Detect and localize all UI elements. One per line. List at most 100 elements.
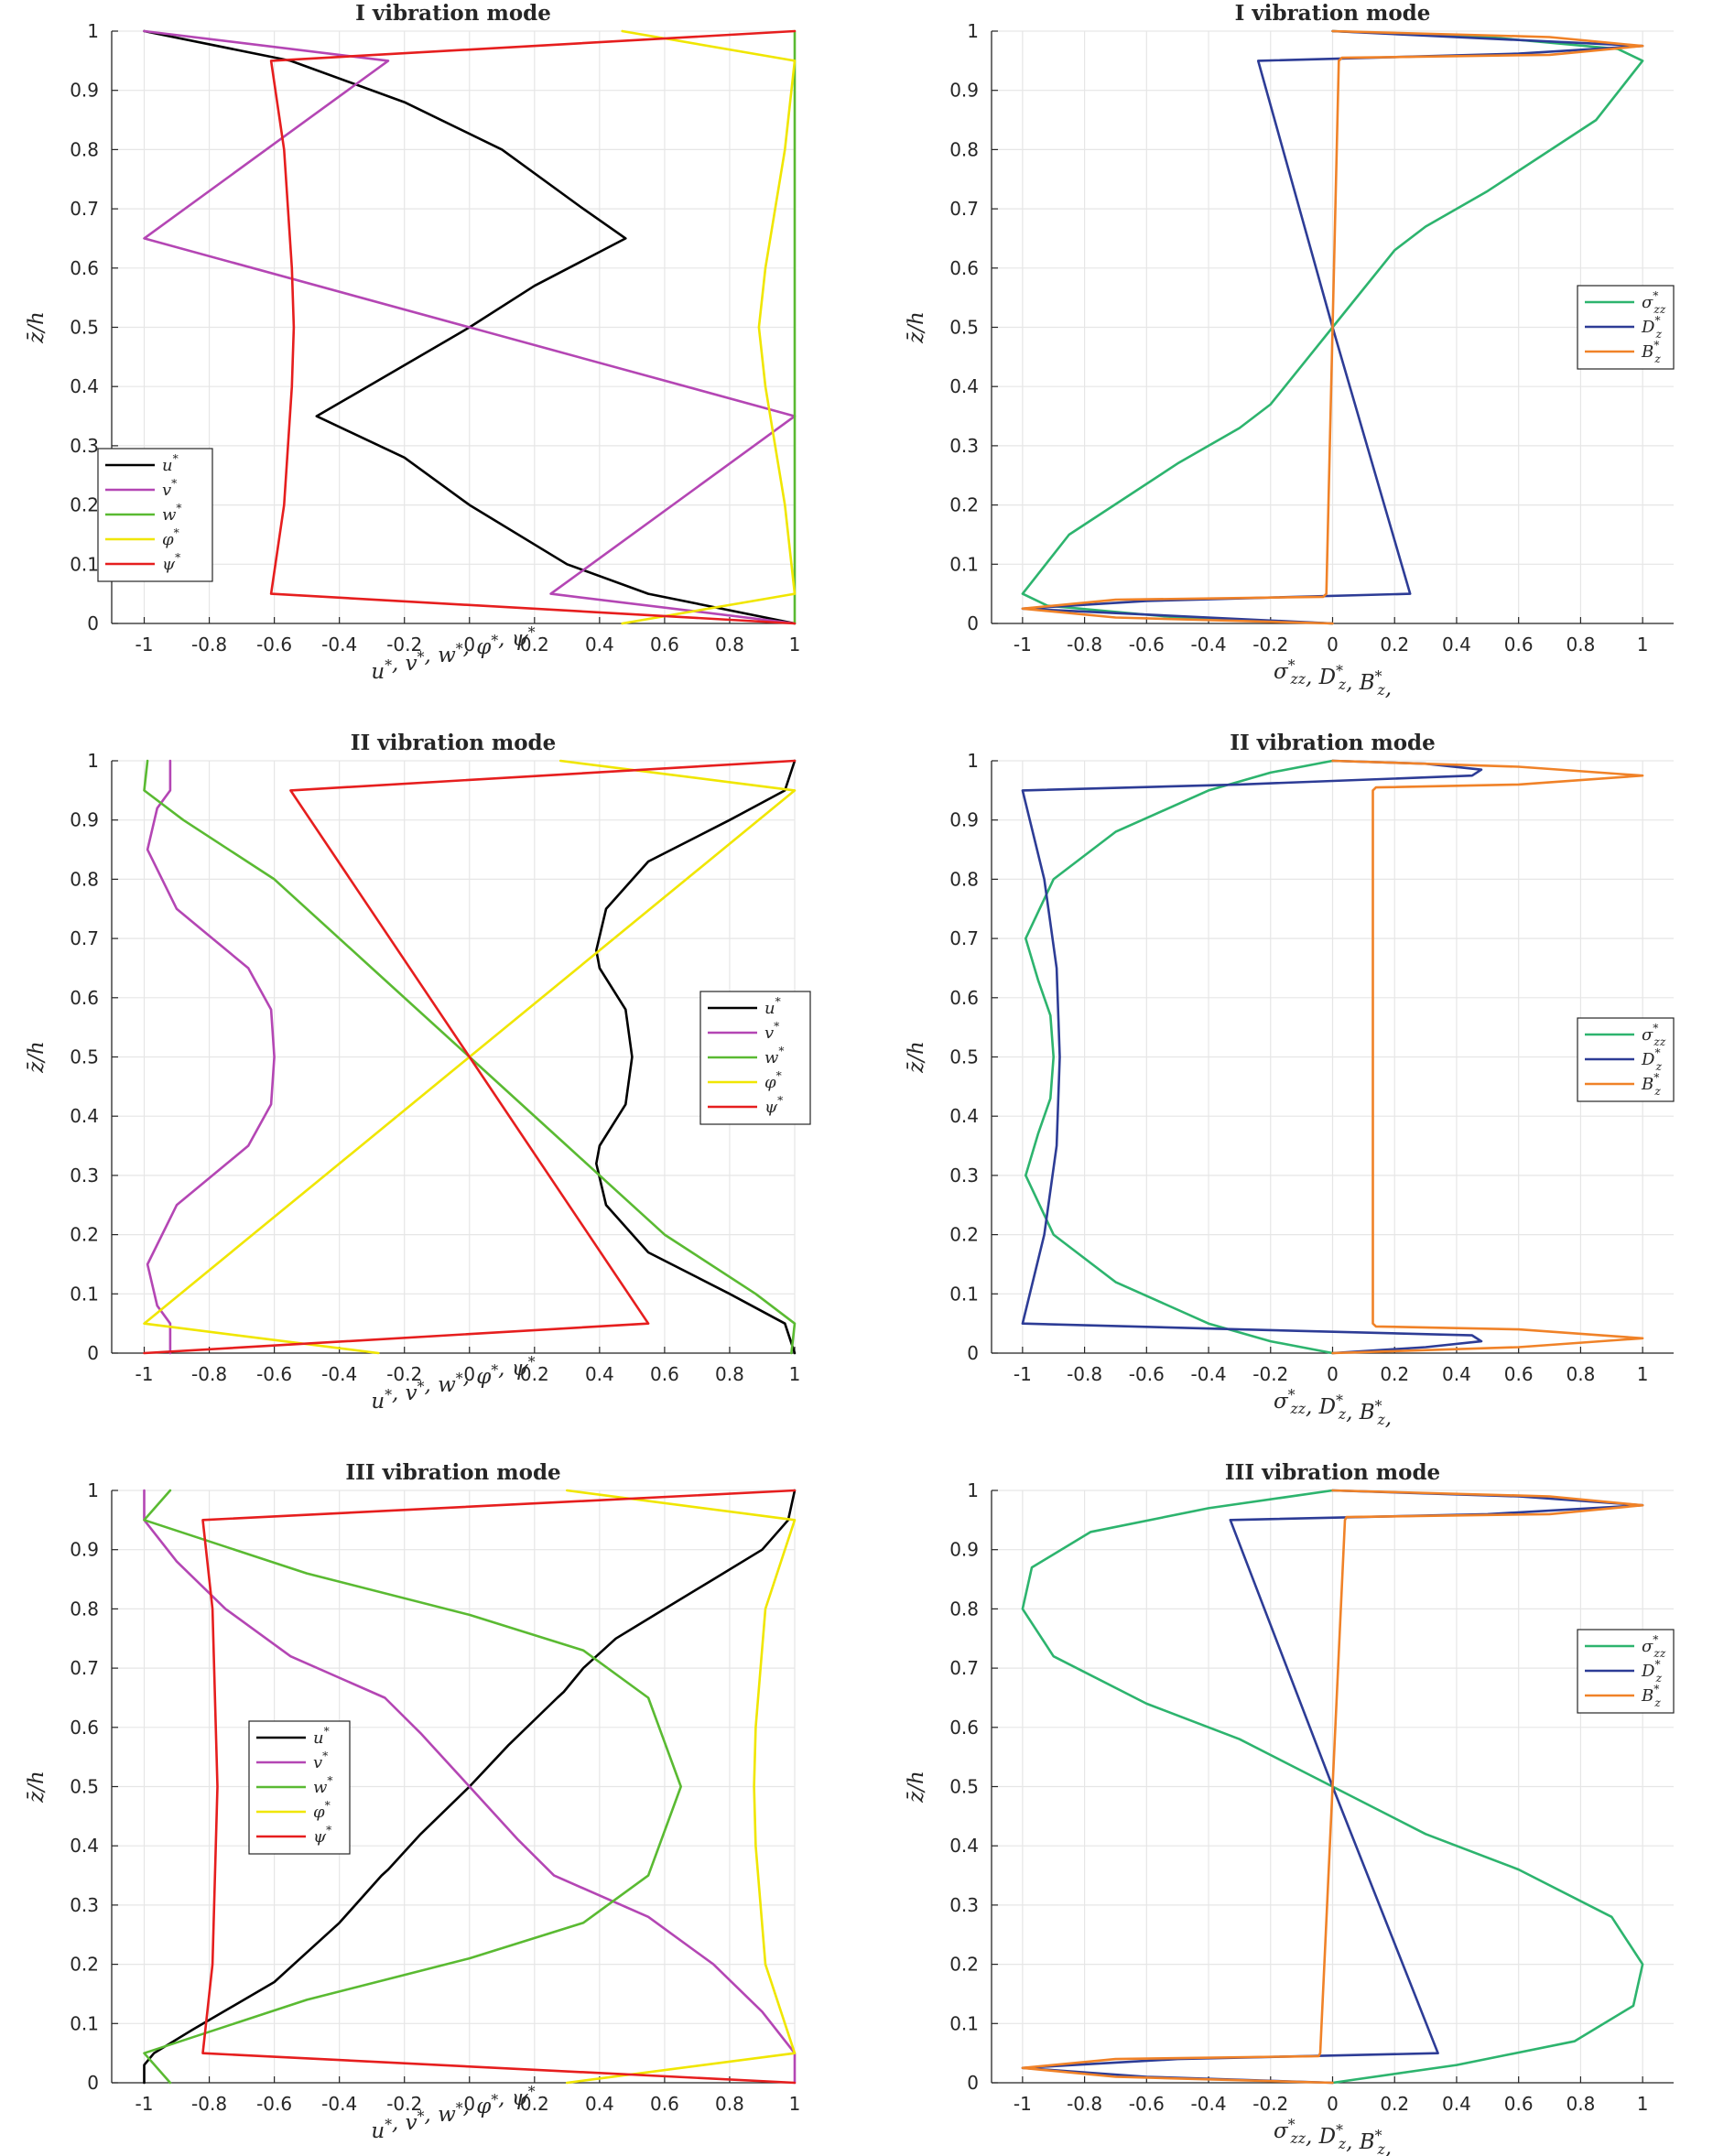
chart-title: III vibration mode (345, 1460, 560, 1485)
series-line-w-star (143, 1489, 683, 2085)
y-axis-label: z̄/h (905, 311, 928, 344)
x-axis-label: σ* zz, D* z, B* z, (1274, 656, 1392, 700)
x-axis-label: σ* zz, D* z, B* z, (1274, 2116, 1392, 2156)
legend-label: w* (313, 1774, 333, 1797)
y-tick-label: 0.2 (70, 494, 99, 516)
y-tick-label: 0.5 (949, 317, 979, 339)
x-tick-label: 0.6 (1504, 1363, 1534, 1385)
chart-panel-4: -1 -0.8 -0.6 -0.4 -0.2 0 0.2 0.4 0.6 0.8 1 0 0.1 0.2 0… (905, 731, 1675, 1430)
y-tick-label: 0 (87, 612, 99, 634)
x-axis-label: u*, v*, w*, φ*, ψ* (371, 1353, 535, 1414)
x-tick-label: -0.8 (1067, 2093, 1102, 2115)
x-tick-label: -0.4 (1191, 634, 1227, 655)
y-tick-label: 0.7 (949, 1657, 979, 1679)
x-tick-label: -0.8 (191, 1363, 227, 1385)
series-line-B-starz (1331, 759, 1644, 1355)
x-tick-label: 0.8 (715, 1363, 744, 1385)
x-tick-label: -0.6 (1129, 2093, 1165, 2115)
series-line-B-starz (1021, 1489, 1644, 2085)
series-line-sigma-starzz (1025, 759, 1334, 1355)
x-tick-label: 0 (463, 2093, 475, 2115)
legend-label: φ* (764, 1069, 782, 1092)
x-tick-label: -0.2 (1252, 634, 1288, 655)
x-tick-label: 0.8 (715, 634, 744, 655)
x-tick-label: -1 (1014, 2093, 1032, 2115)
series-line-v-star (146, 759, 276, 1355)
series-line-phi-star (621, 29, 797, 625)
legend-label: ψ* (162, 551, 180, 574)
legend-label: w* (162, 502, 182, 525)
x-tick-label: 0.6 (650, 1363, 679, 1385)
y-tick-label: 0.2 (949, 1954, 979, 1976)
x-tick-label: -0.2 (386, 2093, 422, 2115)
y-tick-label: 1 (967, 20, 979, 42)
y-tick-label: 0.6 (949, 987, 979, 1009)
y-tick-label: 1 (87, 1479, 99, 1501)
x-tick-label: 0 (463, 634, 475, 655)
y-tick-label: 0.7 (70, 1657, 99, 1679)
y-tick-label: 1 (967, 1479, 979, 1501)
series-group (1021, 1489, 1644, 2085)
x-tick-label: 0 (1327, 634, 1339, 655)
x-tick-label: 1 (789, 634, 801, 655)
x-tick-label: 0.6 (1504, 634, 1534, 655)
y-tick-label: 0.4 (70, 1105, 99, 1127)
x-tick-label: 0.8 (1567, 2093, 1596, 2115)
x-tick-label: -1 (136, 634, 154, 655)
series-group (143, 1489, 797, 2085)
x-tick-label: -0.2 (1252, 2093, 1288, 2115)
legend-label: v* (764, 1020, 779, 1043)
y-tick-label: 0.3 (949, 1165, 979, 1186)
legend-label: D* z (1641, 314, 1663, 341)
y-tick-label: 0.3 (949, 1894, 979, 1916)
legend-label: u* (313, 1725, 330, 1748)
x-tick-label: 0.4 (585, 2093, 614, 2115)
y-tick-label: 0.6 (70, 987, 99, 1009)
y-tick-label: 0.4 (70, 375, 99, 397)
x-tick-label: -0.2 (386, 634, 422, 655)
y-tick-label: 0 (87, 1342, 99, 1364)
series-group (1021, 29, 1644, 625)
x-tick-label: -0.6 (256, 2093, 292, 2115)
x-axis-label: u*, v*, w*, φ*, ψ* (371, 623, 535, 684)
y-tick-label: 0.1 (70, 1283, 99, 1305)
series-group (143, 29, 797, 625)
x-tick-label: 0.2 (1380, 2093, 1409, 2115)
legend-label: ψ* (764, 1094, 783, 1117)
series-line-psi-star (143, 759, 797, 1355)
legend-label: φ* (313, 1799, 331, 1822)
y-tick-label: 0.3 (70, 435, 99, 457)
x-tick-label: 0.8 (1567, 634, 1596, 655)
x-tick-label: 0.8 (1567, 1363, 1596, 1385)
x-tick-label: 0.4 (585, 1363, 614, 1385)
x-tick-label: -1 (1014, 1363, 1032, 1385)
y-tick-label: 0 (967, 1342, 979, 1364)
y-tick-label: 0.8 (949, 1598, 979, 1620)
y-axis-label: z̄/h (25, 311, 49, 344)
y-tick-label: 0.5 (949, 1046, 979, 1068)
y-tick-label: 0.9 (70, 809, 99, 831)
series-group (143, 759, 797, 1355)
y-tick-label: 0.5 (70, 1776, 99, 1798)
y-tick-label: 0.7 (70, 198, 99, 220)
legend-label: v* (313, 1750, 328, 1772)
x-tick-label: -0.4 (321, 634, 357, 655)
y-tick-label: 1 (967, 750, 979, 772)
y-tick-label: 0.1 (949, 1283, 979, 1305)
x-tick-label: -0.8 (1067, 634, 1102, 655)
legend-label: B* z (1641, 1071, 1661, 1098)
legend-label: ψ* (313, 1824, 331, 1847)
x-tick-label: 0.6 (1504, 2093, 1534, 2115)
legend-label: φ* (162, 526, 179, 549)
series-line-u-star (594, 759, 797, 1355)
x-tick-label: 0.6 (650, 2093, 679, 2115)
y-tick-label: 0.9 (949, 1539, 979, 1561)
y-tick-label: 0.2 (949, 494, 979, 516)
x-tick-label: -0.4 (321, 1363, 357, 1385)
y-tick-label: 0.9 (70, 80, 99, 102)
legend: u*v*w*φ*ψ* (97, 448, 213, 582)
legend-label: σ* zz (1642, 289, 1666, 316)
x-tick-label: -1 (136, 2093, 154, 2115)
x-tick-label: 0 (1327, 1363, 1339, 1385)
x-tick-label: 0.2 (520, 634, 549, 655)
